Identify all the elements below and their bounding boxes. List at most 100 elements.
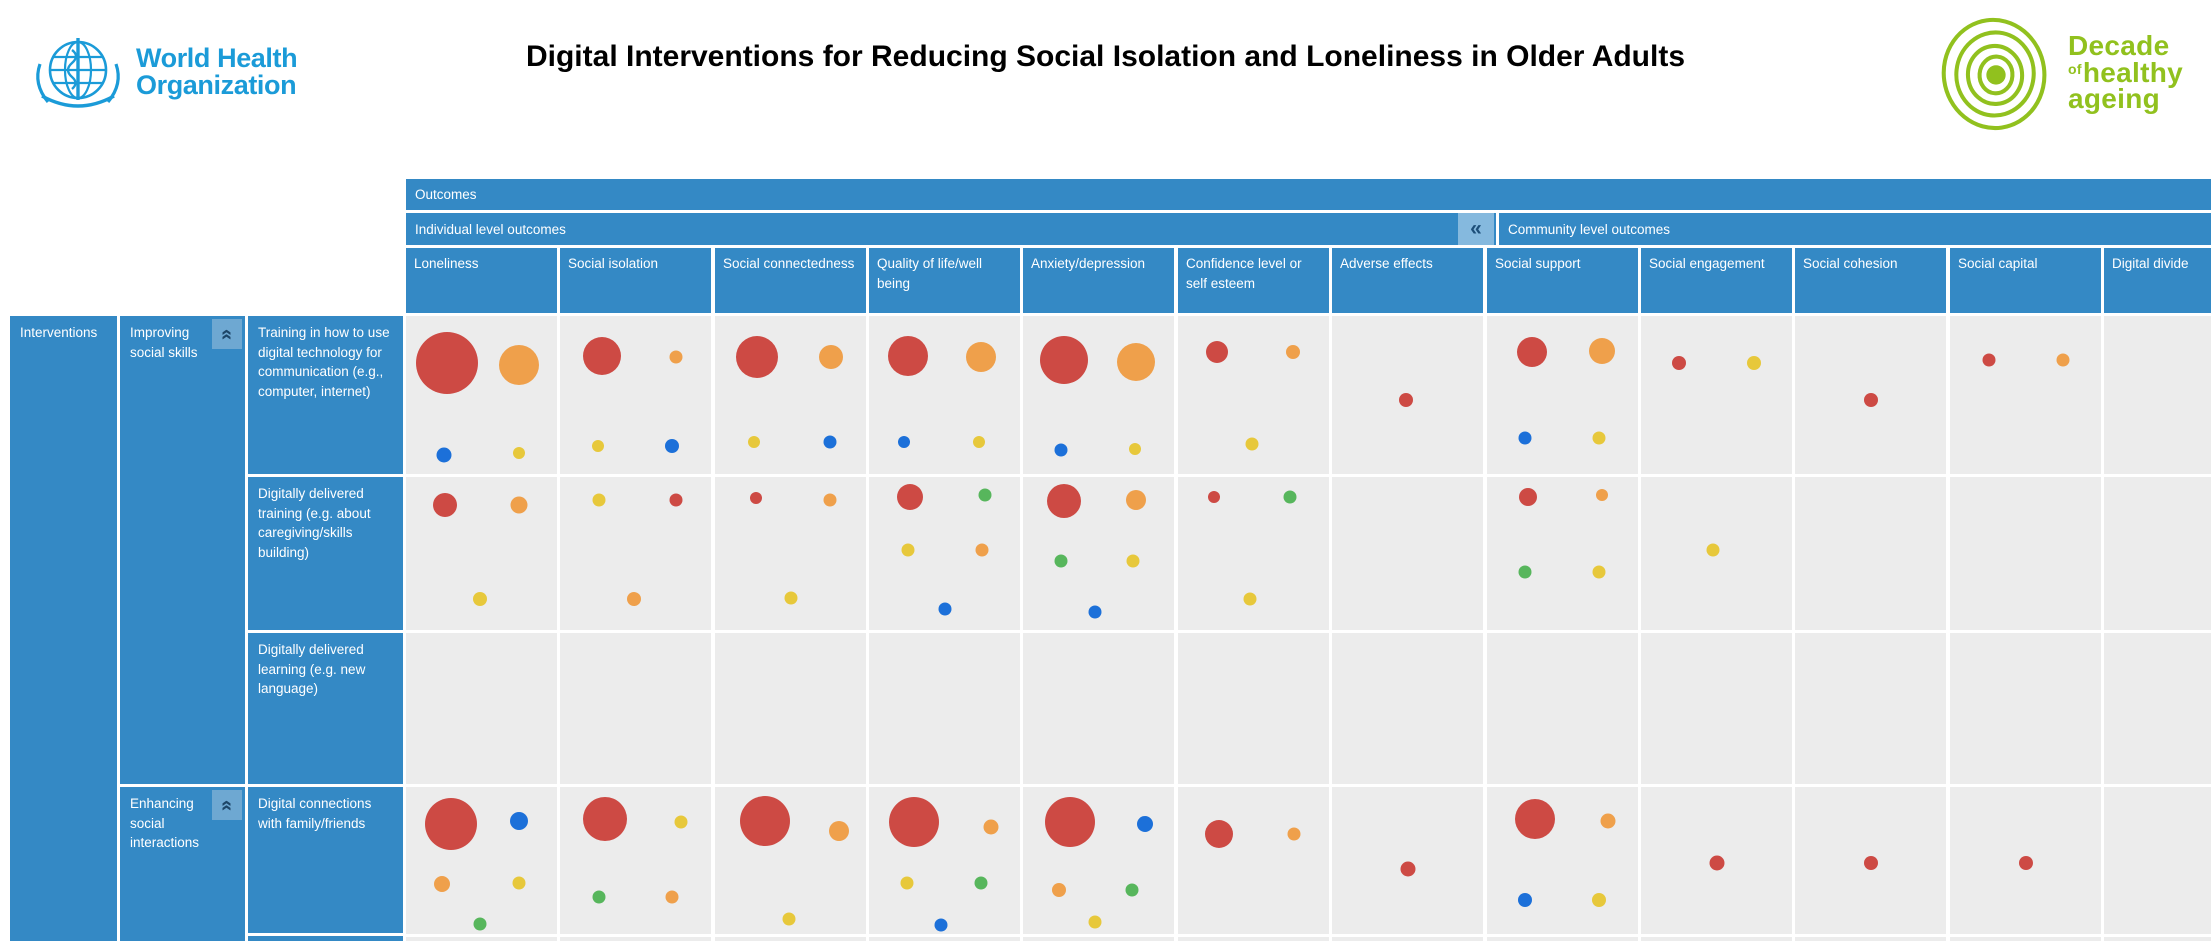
evidence-bubble-red[interactable] <box>1863 856 1878 871</box>
evidence-bubble-red[interactable] <box>1204 820 1233 849</box>
row-label: Digitally delivered learning (e.g. new l… <box>248 633 403 784</box>
evidence-bubble-orange[interactable] <box>510 496 528 514</box>
evidence-bubble-blue[interactable] <box>664 438 679 453</box>
evidence-bubble-red[interactable] <box>583 797 628 842</box>
evidence-bubble-blue[interactable] <box>1137 815 1154 832</box>
evidence-bubble-red[interactable] <box>425 797 478 850</box>
evidence-bubble-red[interactable] <box>1863 392 1878 407</box>
matrix-cell <box>406 477 557 630</box>
evidence-bubble-orange[interactable] <box>819 345 844 370</box>
evidence-bubble-red[interactable] <box>1046 484 1081 519</box>
evidence-bubble-red[interactable] <box>1400 861 1415 877</box>
evidence-bubble-red[interactable] <box>2018 856 2033 871</box>
evidence-bubble-orange[interactable] <box>1285 345 1300 360</box>
evidence-bubble-yellow[interactable] <box>973 436 986 449</box>
evidence-bubble-red[interactable] <box>888 335 929 376</box>
collapse-group-button[interactable]: « <box>212 790 242 820</box>
evidence-bubble-red[interactable] <box>1208 490 1221 503</box>
evidence-bubble-orange[interactable] <box>626 592 641 607</box>
evidence-bubble-orange[interactable] <box>434 876 451 893</box>
evidence-bubble-red[interactable] <box>1518 487 1537 506</box>
evidence-bubble-red[interactable] <box>583 336 622 375</box>
evidence-bubble-orange[interactable] <box>975 543 989 557</box>
evidence-bubble-yellow[interactable] <box>901 543 915 557</box>
evidence-bubble-yellow[interactable] <box>472 592 487 607</box>
evidence-bubble-blue[interactable] <box>436 447 452 463</box>
collapse-group-button[interactable]: « <box>212 319 242 349</box>
evidence-bubble-yellow[interactable] <box>900 876 914 890</box>
evidence-bubble-orange[interactable] <box>828 821 849 842</box>
evidence-bubble-yellow[interactable] <box>1243 592 1257 606</box>
evidence-bubble-blue[interactable] <box>510 811 529 830</box>
evidence-bubble-red[interactable] <box>1044 797 1095 848</box>
evidence-bubble-orange[interactable] <box>499 344 540 385</box>
evidence-bubble-orange[interactable] <box>1052 882 1067 897</box>
evidence-bubble-yellow[interactable] <box>748 436 761 449</box>
evidence-bubble-yellow[interactable] <box>592 493 606 507</box>
evidence-bubble-blue[interactable] <box>897 436 910 449</box>
matrix-cell-partial <box>1178 937 1329 941</box>
evidence-bubble-orange[interactable] <box>1126 489 1147 510</box>
evidence-bubble-red[interactable] <box>1671 356 1686 371</box>
evidence-bubble-yellow[interactable] <box>1088 915 1102 929</box>
evidence-bubble-red[interactable] <box>669 493 683 507</box>
evidence-bubble-yellow[interactable] <box>1126 554 1140 568</box>
evidence-bubble-yellow[interactable] <box>1245 437 1259 451</box>
column-header-digital_divide: Digital divide <box>2104 248 2211 313</box>
evidence-bubble-red[interactable] <box>896 483 923 510</box>
evidence-bubble-orange[interactable] <box>1588 337 1615 364</box>
evidence-bubble-orange[interactable] <box>1117 342 1156 381</box>
evidence-bubble-orange[interactable] <box>965 342 996 373</box>
evidence-bubble-green[interactable] <box>473 917 487 931</box>
evidence-bubble-blue[interactable] <box>1054 443 1068 457</box>
evidence-bubble-red[interactable] <box>1982 353 1996 367</box>
evidence-bubble-orange[interactable] <box>2056 353 2070 367</box>
evidence-bubble-red[interactable] <box>736 336 779 379</box>
evidence-bubble-yellow[interactable] <box>1747 356 1762 371</box>
evidence-bubble-red[interactable] <box>1515 799 1556 840</box>
evidence-bubble-orange[interactable] <box>665 890 679 904</box>
evidence-bubble-red[interactable] <box>889 797 940 848</box>
evidence-bubble-green[interactable] <box>978 488 992 502</box>
evidence-bubble-yellow[interactable] <box>591 439 604 452</box>
evidence-bubble-orange[interactable] <box>669 350 683 364</box>
evidence-bubble-yellow[interactable] <box>513 447 526 460</box>
evidence-bubble-green[interactable] <box>1054 554 1068 568</box>
evidence-bubble-orange[interactable] <box>1287 827 1301 841</box>
evidence-bubble-red[interactable] <box>1709 855 1724 871</box>
evidence-bubble-red[interactable] <box>1206 341 1229 364</box>
evidence-bubble-orange[interactable] <box>1595 489 1608 502</box>
collapse-individual-outcomes-button[interactable]: « <box>1458 213 1494 245</box>
evidence-bubble-red[interactable] <box>433 492 458 517</box>
evidence-bubble-blue[interactable] <box>938 602 951 616</box>
evidence-bubble-yellow[interactable] <box>1592 431 1606 445</box>
evidence-bubble-red[interactable] <box>415 332 478 395</box>
evidence-bubble-green[interactable] <box>1125 883 1139 897</box>
evidence-bubble-blue[interactable] <box>1517 893 1532 908</box>
evidence-bubble-green[interactable] <box>592 890 606 904</box>
column-header-social_isolation: Social isolation <box>560 248 711 313</box>
evidence-bubble-yellow[interactable] <box>1128 442 1141 455</box>
evidence-bubble-yellow[interactable] <box>782 912 796 926</box>
evidence-bubble-green[interactable] <box>974 876 988 890</box>
evidence-bubble-orange[interactable] <box>983 819 999 835</box>
evidence-bubble-red[interactable] <box>739 795 790 846</box>
evidence-bubble-yellow[interactable] <box>512 876 526 890</box>
evidence-bubble-green[interactable] <box>1283 490 1297 504</box>
evidence-bubble-yellow[interactable] <box>1591 893 1606 908</box>
evidence-bubble-red[interactable] <box>1039 336 1088 385</box>
evidence-bubble-red[interactable] <box>1398 392 1413 407</box>
evidence-bubble-blue[interactable] <box>934 918 948 932</box>
evidence-bubble-blue[interactable] <box>1518 431 1532 445</box>
evidence-bubble-yellow[interactable] <box>1706 543 1720 557</box>
evidence-bubble-blue[interactable] <box>1088 605 1102 619</box>
evidence-bubble-yellow[interactable] <box>1592 565 1606 579</box>
evidence-bubble-yellow[interactable] <box>784 591 797 605</box>
evidence-bubble-red[interactable] <box>749 492 762 505</box>
evidence-bubble-green[interactable] <box>1518 565 1532 579</box>
evidence-bubble-yellow[interactable] <box>674 815 688 829</box>
evidence-bubble-red[interactable] <box>1517 337 1548 368</box>
evidence-bubble-orange[interactable] <box>1600 813 1616 829</box>
evidence-bubble-orange[interactable] <box>823 493 837 507</box>
evidence-bubble-blue[interactable] <box>823 435 837 449</box>
